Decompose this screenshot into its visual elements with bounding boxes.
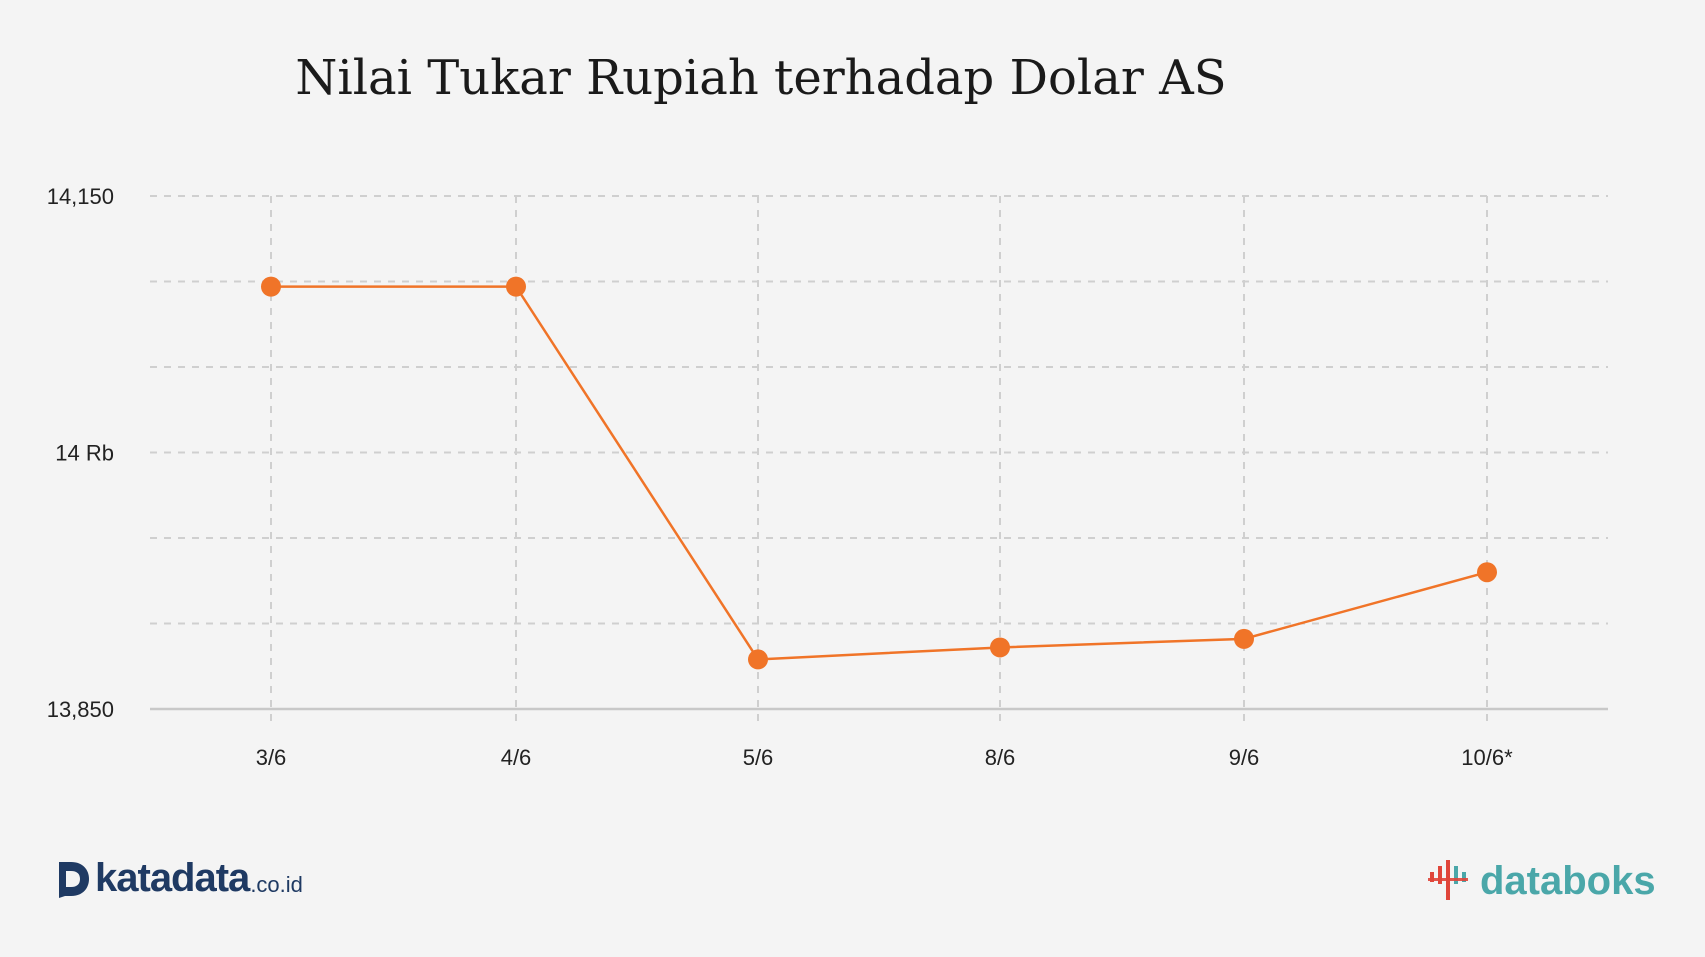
databoks-bars-icon	[1428, 860, 1468, 900]
y-tick-label: 14,150	[47, 184, 114, 209]
x-tick-label: 5/6	[743, 745, 774, 770]
x-tick-label: 3/6	[256, 745, 287, 770]
series-line	[271, 285, 1488, 661]
chart-title: Nilai Tukar Rupiah terhadap Dolar AS	[295, 50, 1227, 106]
x-tick-label: 8/6	[985, 745, 1016, 770]
data-point	[506, 276, 526, 297]
data-point	[261, 276, 281, 297]
databoks-logo: databoks	[1428, 858, 1656, 904]
databoks-logo-text: databoks	[1480, 859, 1656, 903]
x-tick-label: 9/6	[1229, 745, 1260, 770]
series-line-path	[271, 285, 1488, 661]
data-point	[1477, 562, 1497, 583]
data-point	[990, 637, 1010, 658]
data-points	[261, 276, 1497, 670]
x-tick-label: 4/6	[501, 745, 532, 770]
y-axis-ticks: 14,150 14 Rb 13,850	[47, 184, 114, 722]
katadata-d-icon	[57, 862, 89, 898]
katadata-logo-text: katadata	[95, 856, 250, 900]
x-axis-ticks: 3/6 4/6 5/6 8/6 9/6 10/6*	[256, 745, 1513, 770]
data-point	[748, 649, 768, 670]
katadata-logo-suffix: .co.id	[250, 872, 303, 897]
x-tick-label: 10/6*	[1461, 745, 1513, 770]
data-point	[1234, 628, 1254, 649]
katadata-logo: katadata .co.id	[55, 858, 303, 898]
grid-lines	[150, 195, 1608, 723]
y-tick-label: 14 Rb	[55, 441, 114, 466]
y-tick-label: 13,850	[47, 697, 114, 722]
